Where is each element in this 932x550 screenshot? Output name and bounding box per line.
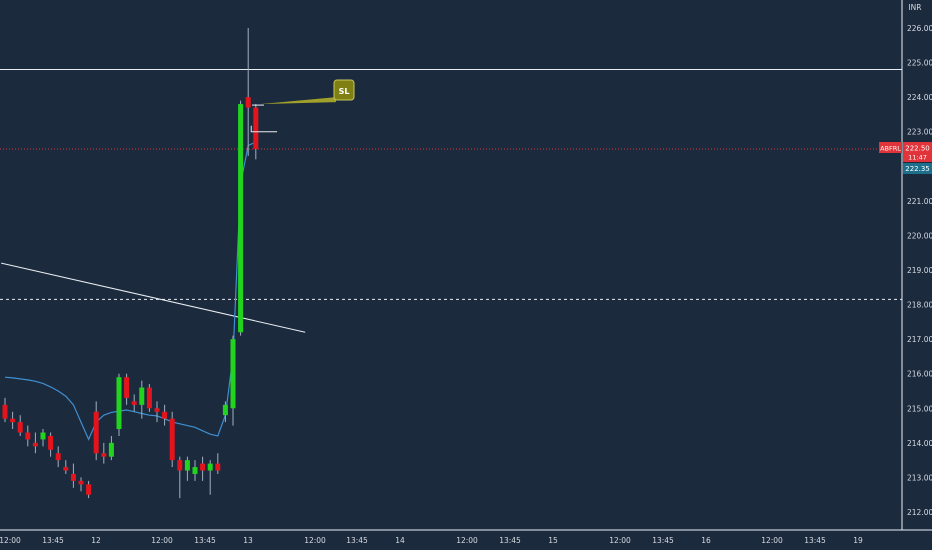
x-tick-label: 13:45 <box>42 536 64 545</box>
last-price-label: 222.50 <box>905 145 930 153</box>
candle-down <box>169 418 175 461</box>
candle-up <box>139 387 145 405</box>
candle-down <box>245 97 251 108</box>
x-tick-label: 12:00 <box>609 536 631 545</box>
y-tick-label: 213.00 <box>907 473 932 482</box>
candle-down <box>200 463 206 471</box>
y-tick-label: 221.00 <box>907 197 932 206</box>
y-tick-label: 220.00 <box>907 231 932 240</box>
candle-down <box>253 107 259 149</box>
candle-down <box>131 401 137 405</box>
y-tick-label: 216.00 <box>907 370 932 379</box>
candle-down <box>2 404 8 419</box>
candle-down <box>48 435 54 450</box>
candle-down <box>25 432 31 440</box>
x-tick-label: 13:45 <box>194 536 216 545</box>
candle-down <box>10 418 16 423</box>
x-tick-label: 12:00 <box>304 536 326 545</box>
countdown-label: 11:47 <box>908 154 927 162</box>
candle-down <box>55 453 61 461</box>
candle-up <box>238 104 244 333</box>
x-tick-label: 12:00 <box>151 536 173 545</box>
y-tick-label: 215.00 <box>907 404 932 413</box>
candle-down <box>146 387 152 409</box>
indicator-badge <box>903 163 932 174</box>
candle-up <box>108 442 114 457</box>
sl-label: SL <box>339 87 350 96</box>
x-tick-label: 12:00 <box>0 536 21 545</box>
x-tick-label: 19 <box>853 536 863 545</box>
sl-callout-pointer <box>260 97 336 105</box>
candle-up <box>116 377 122 430</box>
candle-up <box>230 339 236 409</box>
x-tick-label: 14 <box>395 536 405 545</box>
currency-label: INR <box>908 3 921 12</box>
candle-down <box>78 480 84 485</box>
indicator-value-label: 222.35 <box>905 165 930 173</box>
marker-line <box>250 125 278 133</box>
candle-down <box>162 411 168 419</box>
y-tick-label: 218.00 <box>907 301 932 310</box>
candle-down <box>93 411 99 454</box>
candle-up <box>222 404 228 416</box>
y-tick-label: 223.00 <box>907 128 932 137</box>
indicator-line <box>4 141 257 441</box>
y-tick-label: 224.00 <box>907 93 932 102</box>
candle-down <box>70 473 76 481</box>
x-tick-label: 13:45 <box>652 536 674 545</box>
y-tick-label: 212.00 <box>907 508 932 517</box>
candle-down <box>86 484 92 495</box>
symbol-badge <box>879 142 902 153</box>
x-tick-label: 16 <box>701 536 711 545</box>
x-tick-label: 15 <box>548 536 558 545</box>
candle-up <box>184 460 190 471</box>
candle-up <box>192 467 198 474</box>
x-tick-label: 13 <box>243 536 253 545</box>
y-tick-label: 217.00 <box>907 335 932 344</box>
sl-callout-box <box>333 79 355 101</box>
y-tick-label: 226.00 <box>907 24 932 33</box>
candle-down <box>154 408 160 412</box>
candle-down <box>17 422 23 433</box>
symbol-label: ABFRL <box>880 145 901 153</box>
y-tick-label: 219.00 <box>907 266 932 275</box>
y-tick-label: 214.00 <box>907 439 932 448</box>
x-tick-label: 12 <box>91 536 101 545</box>
candle-down <box>63 467 69 471</box>
last-price-badge <box>903 142 932 162</box>
x-tick-label: 12:00 <box>761 536 783 545</box>
x-tick-label: 13:45 <box>346 536 368 545</box>
candle-up <box>40 432 46 440</box>
x-tick-label: 12:00 <box>456 536 478 545</box>
trendline <box>1 262 306 333</box>
x-tick-label: 13:45 <box>804 536 826 545</box>
y-tick-label: 225.00 <box>907 59 932 68</box>
candle-down <box>32 442 38 447</box>
candle-up <box>207 463 213 471</box>
x-tick-label: 13:45 <box>499 536 521 545</box>
candle-down <box>177 460 183 471</box>
candle-down <box>124 377 130 398</box>
candle-down <box>101 453 107 457</box>
candle-down <box>215 463 221 471</box>
